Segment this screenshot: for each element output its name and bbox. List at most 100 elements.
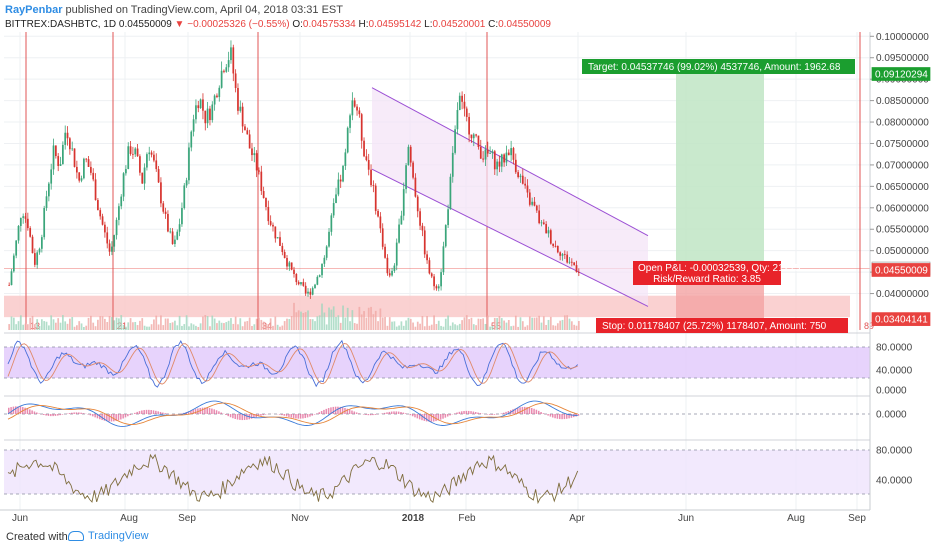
candle-body: [232, 47, 235, 74]
volume-bar: [258, 317, 260, 330]
volume-bar: [12, 317, 15, 330]
volume-bar: [104, 318, 106, 330]
macd-histogram-bar: [332, 406, 335, 414]
candle-body: [496, 161, 498, 170]
volume-bar: [360, 314, 363, 330]
candle-body: [414, 177, 417, 197]
volume-bar: [528, 316, 531, 330]
low-value: 0.04520001: [432, 19, 486, 30]
volume-bar: [94, 326, 97, 330]
volume-bar: [8, 324, 11, 330]
macd-histogram-bar: [570, 414, 573, 418]
candle-body: [47, 183, 50, 197]
macd-histogram-bar: [180, 413, 183, 414]
volume-bar: [146, 326, 148, 330]
macd-histogram-bar: [243, 414, 246, 421]
candle-body: [400, 215, 403, 225]
volume-bar: [162, 325, 165, 330]
candle-body: [209, 108, 211, 121]
volume-bar: [433, 315, 435, 330]
volume-bar: [216, 323, 218, 330]
candle-body: [113, 235, 116, 247]
candlesticks[interactable]: [8, 40, 580, 299]
volume-bar: [496, 318, 498, 330]
volume-bar: [286, 318, 288, 330]
candle-body: [132, 153, 134, 155]
volume-bar: [134, 321, 137, 330]
candle-body: [33, 253, 36, 265]
volume-bar: [148, 326, 151, 330]
volume-bar: [22, 324, 25, 330]
time-axis[interactable]: Jun Aug Sep Nov 2018 Feb Apr Jun Aug Sep: [0, 509, 870, 524]
candle-body: [76, 166, 78, 173]
macd-histogram-bar: [24, 407, 26, 414]
candle-body: [188, 147, 190, 181]
macd-histogram-bar: [208, 408, 211, 414]
macd-histogram-bar: [152, 410, 155, 414]
volume-bar: [129, 318, 132, 330]
volume-bar: [386, 325, 389, 330]
candle-body: [454, 129, 456, 153]
macd-histogram-bar: [47, 414, 50, 416]
macd-histogram-bar: [488, 414, 491, 415]
candle-body: [307, 291, 309, 294]
volume-bar: [80, 323, 83, 330]
candle-body: [545, 224, 548, 234]
volume-bar: [241, 326, 244, 330]
candle-body: [94, 179, 97, 201]
macd-histogram-bar: [50, 414, 52, 417]
candle-body: [577, 272, 580, 273]
channel-lower: [371, 168, 649, 307]
macd-histogram-bar: [435, 414, 437, 422]
volume-bar: [353, 323, 356, 330]
candle-body: [290, 262, 293, 270]
volume-bar: [118, 318, 120, 330]
macd-histogram-bar: [530, 407, 533, 414]
volume-bar: [332, 306, 335, 330]
macd-histogram-bar: [26, 408, 29, 414]
candle-body: [430, 273, 433, 277]
rr-text: Risk/Reward Ratio: 3.85: [653, 274, 761, 285]
volume-bar: [113, 320, 116, 330]
volume-bar: [407, 317, 410, 330]
volume-bar: [339, 322, 342, 330]
volume-bar: [106, 322, 109, 330]
volume-bar: [475, 325, 477, 330]
macd-histogram-bar: [190, 410, 192, 414]
volume-bar: [400, 321, 403, 330]
volume-bar: [517, 326, 519, 330]
candle-body: [248, 134, 251, 149]
macd-histogram-bar: [297, 414, 300, 419]
candle-body: [575, 265, 578, 273]
volume-bar: [176, 325, 179, 330]
author-name[interactable]: RayPenbar: [5, 4, 63, 16]
price-tick-label: 0.06000000: [876, 203, 929, 214]
candle-body: [85, 158, 88, 160]
macd-histogram-bar: [540, 412, 542, 414]
volume-bar: [164, 318, 167, 330]
candle-body: [318, 275, 321, 277]
price-axis[interactable]: 0.100000000.095000000.090000000.08500000…: [869, 32, 931, 510]
volume-bar: [323, 312, 326, 330]
volume-bar: [269, 318, 272, 330]
macd-histogram-bar: [38, 413, 40, 414]
volume-bar: [47, 325, 50, 330]
macd-histogram-bar: [141, 410, 143, 414]
candle-body: [377, 210, 379, 217]
tradingview-logo[interactable]: TradingView: [68, 530, 149, 542]
symbol-label[interactable]: BITTREX:DASHBTC, 1D: [5, 19, 117, 30]
candle-body: [538, 210, 541, 224]
candle-body: [19, 217, 22, 227]
volume-bar: [69, 318, 71, 330]
candle-body: [370, 169, 372, 186]
candle-body: [535, 205, 538, 211]
candle-body: [449, 176, 452, 210]
candle-body: [328, 231, 330, 247]
macd-histogram-bar: [260, 414, 262, 416]
candle-body: [97, 200, 99, 211]
candle-body: [470, 134, 473, 139]
volume-bar: [29, 317, 32, 330]
macd-histogram-bar: [549, 414, 552, 417]
price-channel[interactable]: [371, 87, 649, 307]
